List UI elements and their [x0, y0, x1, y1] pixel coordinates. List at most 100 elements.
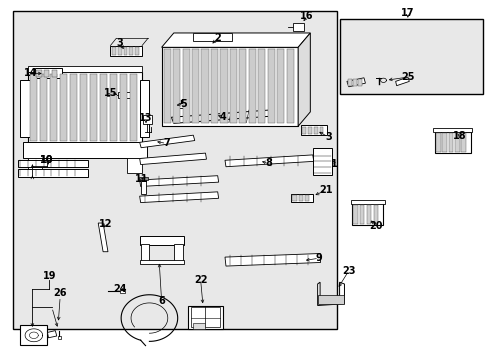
Bar [357, 79, 361, 86]
Bar [434, 132, 470, 153]
Text: 1: 1 [331, 159, 337, 169]
Bar [350, 200, 384, 204]
Polygon shape [346, 78, 365, 87]
Polygon shape [224, 155, 313, 167]
Bar [173, 244, 182, 261]
Polygon shape [140, 176, 218, 186]
Bar [112, 47, 116, 55]
Text: 17: 17 [400, 8, 414, 18]
Polygon shape [20, 80, 30, 137]
Bar [44, 69, 49, 77]
Bar [141, 179, 146, 194]
Bar [141, 244, 149, 261]
Bar [129, 74, 136, 140]
Text: 12: 12 [99, 219, 112, 229]
Bar [13, 12, 336, 329]
Text: 22: 22 [193, 275, 207, 285]
Text: 9: 9 [315, 253, 322, 263]
Bar [300, 125, 327, 135]
Bar [22, 142, 147, 158]
Text: 7: 7 [163, 139, 169, 148]
Text: 25: 25 [400, 72, 414, 82]
Bar [18, 159, 88, 167]
Bar [201, 49, 208, 123]
Bar [286, 49, 293, 123]
Bar [139, 177, 148, 180]
Bar [109, 74, 117, 140]
Text: 3: 3 [325, 132, 331, 142]
Text: 2: 2 [214, 33, 221, 43]
Bar [173, 49, 180, 123]
Bar [359, 205, 364, 224]
Bar [302, 127, 305, 134]
Bar [135, 47, 139, 55]
Bar [448, 134, 452, 152]
Bar [292, 195, 296, 201]
Polygon shape [161, 33, 310, 47]
Bar [140, 260, 183, 264]
Bar [293, 23, 304, 31]
Bar [120, 74, 126, 140]
Polygon shape [98, 223, 108, 252]
Bar [351, 203, 383, 225]
Bar [177, 103, 184, 108]
Text: 23: 23 [342, 266, 355, 276]
Polygon shape [395, 77, 408, 86]
Bar [105, 93, 112, 96]
Bar [319, 127, 323, 134]
Text: 8: 8 [265, 158, 272, 168]
Bar [18, 169, 88, 177]
Text: 18: 18 [452, 131, 466, 141]
Bar [118, 92, 130, 98]
Text: 16: 16 [300, 11, 313, 21]
Bar [192, 49, 199, 123]
Bar [442, 134, 446, 152]
Text: 21: 21 [319, 185, 332, 195]
Text: 6: 6 [158, 296, 164, 306]
Bar [60, 74, 67, 140]
Bar [110, 45, 142, 56]
Bar [220, 49, 227, 123]
Bar [143, 116, 152, 125]
Text: 20: 20 [368, 221, 382, 231]
Polygon shape [317, 282, 344, 306]
Bar [193, 323, 205, 329]
Bar [312, 148, 331, 175]
Bar [267, 49, 274, 123]
Text: 14: 14 [24, 68, 38, 78]
Polygon shape [140, 80, 149, 137]
Text: 11: 11 [135, 174, 148, 184]
Text: 10: 10 [40, 154, 54, 165]
Bar [454, 134, 459, 152]
Bar [373, 205, 377, 224]
Bar [352, 205, 357, 224]
Polygon shape [47, 330, 57, 338]
Bar [298, 195, 303, 201]
Bar [50, 74, 57, 140]
Bar [127, 158, 142, 173]
Bar [229, 49, 237, 123]
Bar [347, 79, 351, 86]
Bar [239, 49, 246, 123]
Bar [366, 205, 370, 224]
Text: 19: 19 [42, 271, 56, 281]
Bar [339, 19, 483, 94]
Bar [182, 49, 189, 123]
Bar [210, 49, 218, 123]
Bar [432, 128, 471, 132]
Text: 13: 13 [139, 113, 152, 123]
Bar [27, 72, 142, 144]
Bar [161, 47, 298, 126]
Bar [305, 195, 309, 201]
Bar [40, 74, 47, 140]
Bar [52, 69, 57, 77]
Bar [317, 295, 344, 304]
Bar [307, 127, 311, 134]
Polygon shape [140, 135, 194, 148]
Bar [30, 74, 37, 140]
Bar [20, 325, 47, 345]
Bar [27, 66, 142, 72]
Bar [190, 307, 220, 327]
Bar [118, 47, 122, 55]
Text: 15: 15 [103, 88, 117, 98]
